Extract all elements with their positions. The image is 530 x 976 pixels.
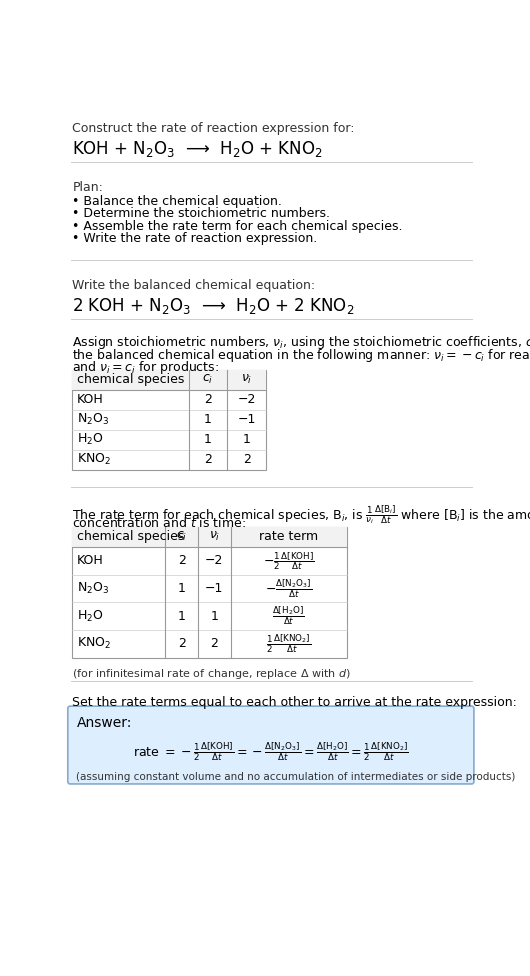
- Text: (assuming constant volume and no accumulation of intermediates or side products): (assuming constant volume and no accumul…: [76, 772, 515, 783]
- Text: $-\frac{1}{2}\frac{\Delta[\mathrm{KOH}]}{\Delta t}$: $-\frac{1}{2}\frac{\Delta[\mathrm{KOH}]}…: [263, 549, 314, 572]
- Text: 2: 2: [178, 554, 186, 567]
- Text: 1: 1: [210, 610, 218, 623]
- Text: $-\frac{\Delta[\mathrm{N_2O_3}]}{\Delta t}$: $-\frac{\Delta[\mathrm{N_2O_3}]}{\Delta …: [265, 577, 312, 599]
- Text: concentration and $t$ is time:: concentration and $t$ is time:: [73, 516, 246, 530]
- Text: Answer:: Answer:: [77, 716, 132, 730]
- Text: $c_i$: $c_i$: [176, 530, 188, 544]
- Text: 2 KOH + N$_2$O$_3$  ⟶  H$_2$O + 2 KNO$_2$: 2 KOH + N$_2$O$_3$ ⟶ H$_2$O + 2 KNO$_2$: [73, 296, 355, 316]
- Text: rate $= -\frac{1}{2}\frac{\Delta[\mathrm{KOH}]}{\Delta t} = -\frac{\Delta[\mathr: rate $= -\frac{1}{2}\frac{\Delta[\mathrm…: [133, 740, 409, 762]
- Text: • Write the rate of reaction expression.: • Write the rate of reaction expression.: [73, 232, 317, 245]
- Text: 2: 2: [204, 393, 212, 406]
- Text: Plan:: Plan:: [73, 181, 103, 194]
- Text: 2: 2: [204, 453, 212, 467]
- Text: $\frac{\Delta[\mathrm{H_2O}]}{\Delta t}$: $\frac{\Delta[\mathrm{H_2O}]}{\Delta t}$: [272, 605, 305, 628]
- Text: 1: 1: [204, 413, 212, 427]
- Text: 2: 2: [210, 637, 218, 650]
- Text: (for infinitesimal rate of change, replace Δ with $d$): (for infinitesimal rate of change, repla…: [73, 667, 351, 681]
- Text: N$_2$O$_3$: N$_2$O$_3$: [77, 412, 109, 427]
- Text: −2: −2: [237, 393, 256, 406]
- Text: $\nu_i$: $\nu_i$: [209, 530, 220, 544]
- Bar: [73, 370, 266, 389]
- Text: 2: 2: [243, 453, 251, 467]
- Text: H$_2$O: H$_2$O: [77, 432, 104, 447]
- Text: chemical species: chemical species: [77, 373, 184, 386]
- Text: KNO$_2$: KNO$_2$: [77, 452, 111, 468]
- Text: Set the rate terms equal to each other to arrive at the rate expression:: Set the rate terms equal to each other t…: [73, 696, 517, 710]
- Text: The rate term for each chemical species, B$_i$, is $\frac{1}{\nu_i}\frac{\Delta[: The rate term for each chemical species,…: [73, 504, 530, 526]
- Text: 1: 1: [204, 433, 212, 446]
- Text: KOH + N$_2$O$_3$  ⟶  H$_2$O + KNO$_2$: KOH + N$_2$O$_3$ ⟶ H$_2$O + KNO$_2$: [73, 139, 323, 159]
- Text: 1: 1: [243, 433, 251, 446]
- Text: −1: −1: [237, 413, 256, 427]
- Text: Write the balanced chemical equation:: Write the balanced chemical equation:: [73, 279, 315, 292]
- Text: and $\nu_i = c_i$ for products:: and $\nu_i = c_i$ for products:: [73, 359, 219, 376]
- Text: $c_i$: $c_i$: [202, 373, 214, 386]
- Text: • Assemble the rate term for each chemical species.: • Assemble the rate term for each chemic…: [73, 220, 403, 232]
- Text: • Determine the stoichiometric numbers.: • Determine the stoichiometric numbers.: [73, 207, 330, 221]
- Text: $\nu_i$: $\nu_i$: [241, 373, 252, 386]
- Text: N$_2$O$_3$: N$_2$O$_3$: [77, 581, 109, 596]
- Bar: [73, 527, 347, 547]
- Text: • Balance the chemical equation.: • Balance the chemical equation.: [73, 195, 282, 208]
- Bar: [73, 527, 347, 658]
- Bar: [73, 370, 266, 469]
- FancyBboxPatch shape: [68, 707, 474, 784]
- Text: 1: 1: [178, 610, 186, 623]
- Text: −2: −2: [205, 554, 224, 567]
- Text: Construct the rate of reaction expression for:: Construct the rate of reaction expressio…: [73, 122, 355, 135]
- Text: 1: 1: [178, 582, 186, 594]
- Text: −1: −1: [205, 582, 224, 594]
- Text: $\frac{1}{2}\frac{\Delta[\mathrm{KNO_2}]}{\Delta t}$: $\frac{1}{2}\frac{\Delta[\mathrm{KNO_2}]…: [266, 632, 311, 655]
- Text: rate term: rate term: [259, 530, 318, 544]
- Text: chemical species: chemical species: [77, 530, 184, 544]
- Text: Assign stoichiometric numbers, $\nu_i$, using the stoichiometric coefficients, $: Assign stoichiometric numbers, $\nu_i$, …: [73, 334, 530, 351]
- Text: the balanced chemical equation in the following manner: $\nu_i = -c_i$ for react: the balanced chemical equation in the fo…: [73, 346, 530, 364]
- Text: KNO$_2$: KNO$_2$: [77, 636, 111, 651]
- Text: H$_2$O: H$_2$O: [77, 608, 104, 624]
- Text: KOH: KOH: [77, 554, 104, 567]
- Text: KOH: KOH: [77, 393, 104, 406]
- Text: 2: 2: [178, 637, 186, 650]
